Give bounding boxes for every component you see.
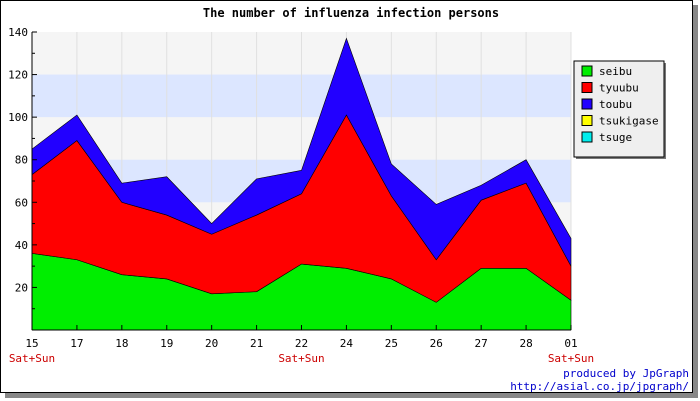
legend-swatch-tyuubu [581,82,593,93]
legend: seibu tyuubu toubu tsukigase tsuge [573,60,666,159]
legend-label-seibu: seibu [599,65,632,78]
legend-swatch-toubu [581,98,593,110]
legend-swatch-tsuge [581,131,593,143]
x-sublabel-0: Sat+Sun [9,352,55,365]
x-sublabel-6: Sat+Sun [278,352,324,365]
credit-line-1: produced by JpGraph [563,367,689,380]
chart-title: The number of influenza infection person… [203,6,499,20]
legend-label-toubu: toubu [599,98,632,111]
x-sublabel-12: Sat+Sun [548,352,594,365]
x-tick-label-7: 24 [340,337,354,350]
legend-label-tsuge: tsuge [599,131,632,144]
credit-line-2[interactable]: http://asial.co.jp/jpgraph/ [510,380,689,393]
x-tick-label-10: 27 [475,337,488,350]
y-tick-label-3: 80 [15,154,28,167]
x-tick-label-3: 19 [160,337,173,350]
y-tick-label-6: 140 [8,26,28,39]
y-tick-label-2: 60 [15,196,28,209]
x-tick-label-2: 18 [115,337,128,350]
legend-swatch-tsukigase [581,115,593,126]
y-tick-label-0: 20 [15,281,28,294]
x-tick-label-6: 22 [295,337,308,350]
area-toubu [31,37,572,267]
x-tick-label-9: 26 [430,337,443,350]
stacked-areas [31,37,572,331]
axes: 20 40 60 80 100 120 140 15 Sat+Sun 17 18 19 20 21 22 Sa… [8,26,594,365]
x-tick-label-0: 15 [25,337,38,350]
legend-label-tsukigase: tsukigase [599,115,659,128]
x-tick-label-4: 20 [205,337,218,350]
x-tick-label-8: 25 [385,337,398,350]
legend-label-tyuubu: tyuubu [599,82,639,95]
x-tick-label-11: 28 [519,337,532,350]
x-tick-label-1: 17 [70,337,83,350]
y-tick-label-5: 120 [8,69,28,82]
x-tick-label-5: 21 [250,337,263,350]
x-tick-label-12: 01 [564,337,577,350]
y-tick-label-4: 100 [8,111,28,124]
y-tick-label-1: 40 [15,239,28,252]
chart-frame: The number of influenza infection person… [0,0,693,393]
legend-swatch-seibu [581,65,593,77]
